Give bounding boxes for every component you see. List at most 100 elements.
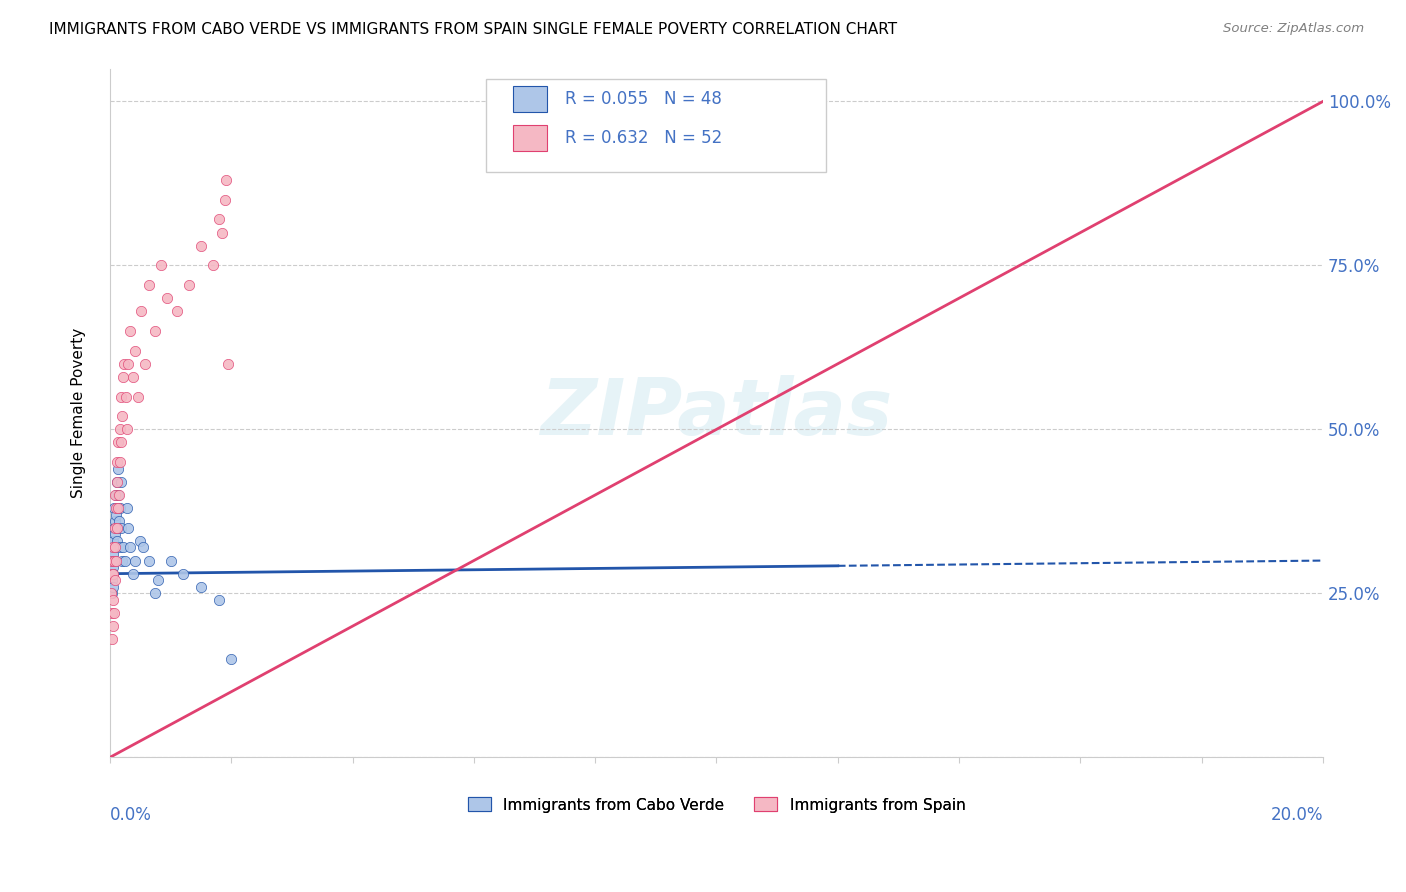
Point xyxy=(127,390,149,404)
Point xyxy=(101,547,124,561)
Point xyxy=(100,566,122,581)
Point xyxy=(214,193,236,207)
Point xyxy=(105,521,128,535)
Point xyxy=(110,390,132,404)
Point xyxy=(101,574,124,588)
Point xyxy=(103,566,125,581)
Point xyxy=(108,501,131,516)
Point xyxy=(103,553,125,567)
Point xyxy=(138,278,160,293)
Point xyxy=(103,553,125,567)
Point xyxy=(101,619,124,633)
Point xyxy=(115,501,138,516)
Point xyxy=(166,304,188,318)
Y-axis label: Single Female Poverty: Single Female Poverty xyxy=(72,328,86,498)
Point xyxy=(107,488,129,502)
Point xyxy=(110,521,132,535)
FancyBboxPatch shape xyxy=(486,78,825,172)
Point xyxy=(110,435,132,450)
Point xyxy=(100,566,122,581)
Point xyxy=(138,553,160,567)
Point xyxy=(131,304,153,318)
Text: IMMIGRANTS FROM CABO VERDE VS IMMIGRANTS FROM SPAIN SINGLE FEMALE POVERTY CORREL: IMMIGRANTS FROM CABO VERDE VS IMMIGRANTS… xyxy=(49,22,897,37)
Point xyxy=(104,521,127,535)
Point xyxy=(100,553,122,567)
Point xyxy=(201,258,224,272)
Point xyxy=(100,586,122,600)
Point xyxy=(120,324,142,338)
Point xyxy=(132,541,155,555)
Point xyxy=(110,475,132,489)
Point xyxy=(103,593,125,607)
Point xyxy=(108,514,131,528)
Text: R = 0.632   N = 52: R = 0.632 N = 52 xyxy=(565,129,723,147)
Bar xyxy=(513,125,547,151)
Point xyxy=(101,541,124,555)
Text: ZIPatlas: ZIPatlas xyxy=(540,375,893,451)
Text: R = 0.055   N = 48: R = 0.055 N = 48 xyxy=(565,90,721,108)
Point xyxy=(111,409,134,424)
Point xyxy=(156,291,179,305)
Point xyxy=(114,390,136,404)
Point xyxy=(101,541,124,555)
Legend: Immigrants from Cabo Verde, Immigrants from Spain: Immigrants from Cabo Verde, Immigrants f… xyxy=(461,791,972,819)
Point xyxy=(219,652,242,666)
Point xyxy=(117,357,139,371)
Point xyxy=(105,501,128,516)
Point xyxy=(104,553,127,567)
Point xyxy=(104,553,127,567)
Bar xyxy=(513,86,547,112)
Point xyxy=(104,527,127,541)
Point xyxy=(105,455,128,469)
Point xyxy=(215,173,238,187)
Point xyxy=(101,553,124,567)
Point xyxy=(104,514,127,528)
Point xyxy=(112,370,135,384)
Point xyxy=(104,541,127,555)
Point xyxy=(124,553,146,567)
Point xyxy=(208,593,231,607)
Point xyxy=(190,580,212,594)
Text: Source: ZipAtlas.com: Source: ZipAtlas.com xyxy=(1223,22,1364,36)
Point xyxy=(103,566,125,581)
Point xyxy=(100,586,122,600)
Point xyxy=(148,574,170,588)
Point xyxy=(122,566,145,581)
Point xyxy=(108,541,131,555)
Point xyxy=(143,586,166,600)
Point xyxy=(104,574,127,588)
Point xyxy=(122,370,145,384)
Point xyxy=(105,475,128,489)
Point xyxy=(108,455,131,469)
Point xyxy=(100,606,122,620)
Point xyxy=(124,343,146,358)
Point xyxy=(103,521,125,535)
Point xyxy=(107,501,129,516)
Point xyxy=(129,533,152,548)
Point xyxy=(104,508,127,522)
Point xyxy=(211,226,233,240)
Point xyxy=(101,560,124,574)
Point xyxy=(104,541,127,555)
Point xyxy=(112,541,135,555)
Point xyxy=(118,541,141,555)
Point xyxy=(143,324,166,338)
Point xyxy=(159,553,181,567)
Point xyxy=(112,357,135,371)
Point xyxy=(105,533,128,548)
Point xyxy=(177,278,200,293)
Point xyxy=(103,501,125,516)
Point xyxy=(114,553,136,567)
Point xyxy=(107,435,129,450)
Point xyxy=(190,238,212,252)
Point xyxy=(104,488,127,502)
Point xyxy=(217,357,239,371)
Point xyxy=(103,533,125,548)
Point xyxy=(150,258,173,272)
Point xyxy=(108,422,131,436)
Point xyxy=(134,357,156,371)
Point xyxy=(172,566,194,581)
Point xyxy=(111,553,134,567)
Text: 0.0%: 0.0% xyxy=(110,805,152,823)
Point xyxy=(104,488,127,502)
